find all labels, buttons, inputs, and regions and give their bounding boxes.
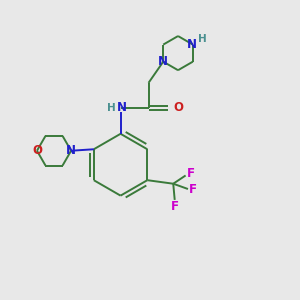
- Text: O: O: [173, 101, 183, 114]
- Text: F: F: [171, 200, 179, 213]
- Text: F: F: [189, 183, 197, 196]
- Text: H: H: [107, 103, 116, 113]
- Text: H: H: [198, 34, 207, 44]
- Text: N: N: [66, 144, 76, 157]
- Text: N: N: [117, 101, 127, 114]
- Text: N: N: [158, 55, 168, 68]
- Text: N: N: [187, 38, 197, 51]
- Text: O: O: [32, 144, 42, 157]
- Text: F: F: [187, 167, 195, 180]
